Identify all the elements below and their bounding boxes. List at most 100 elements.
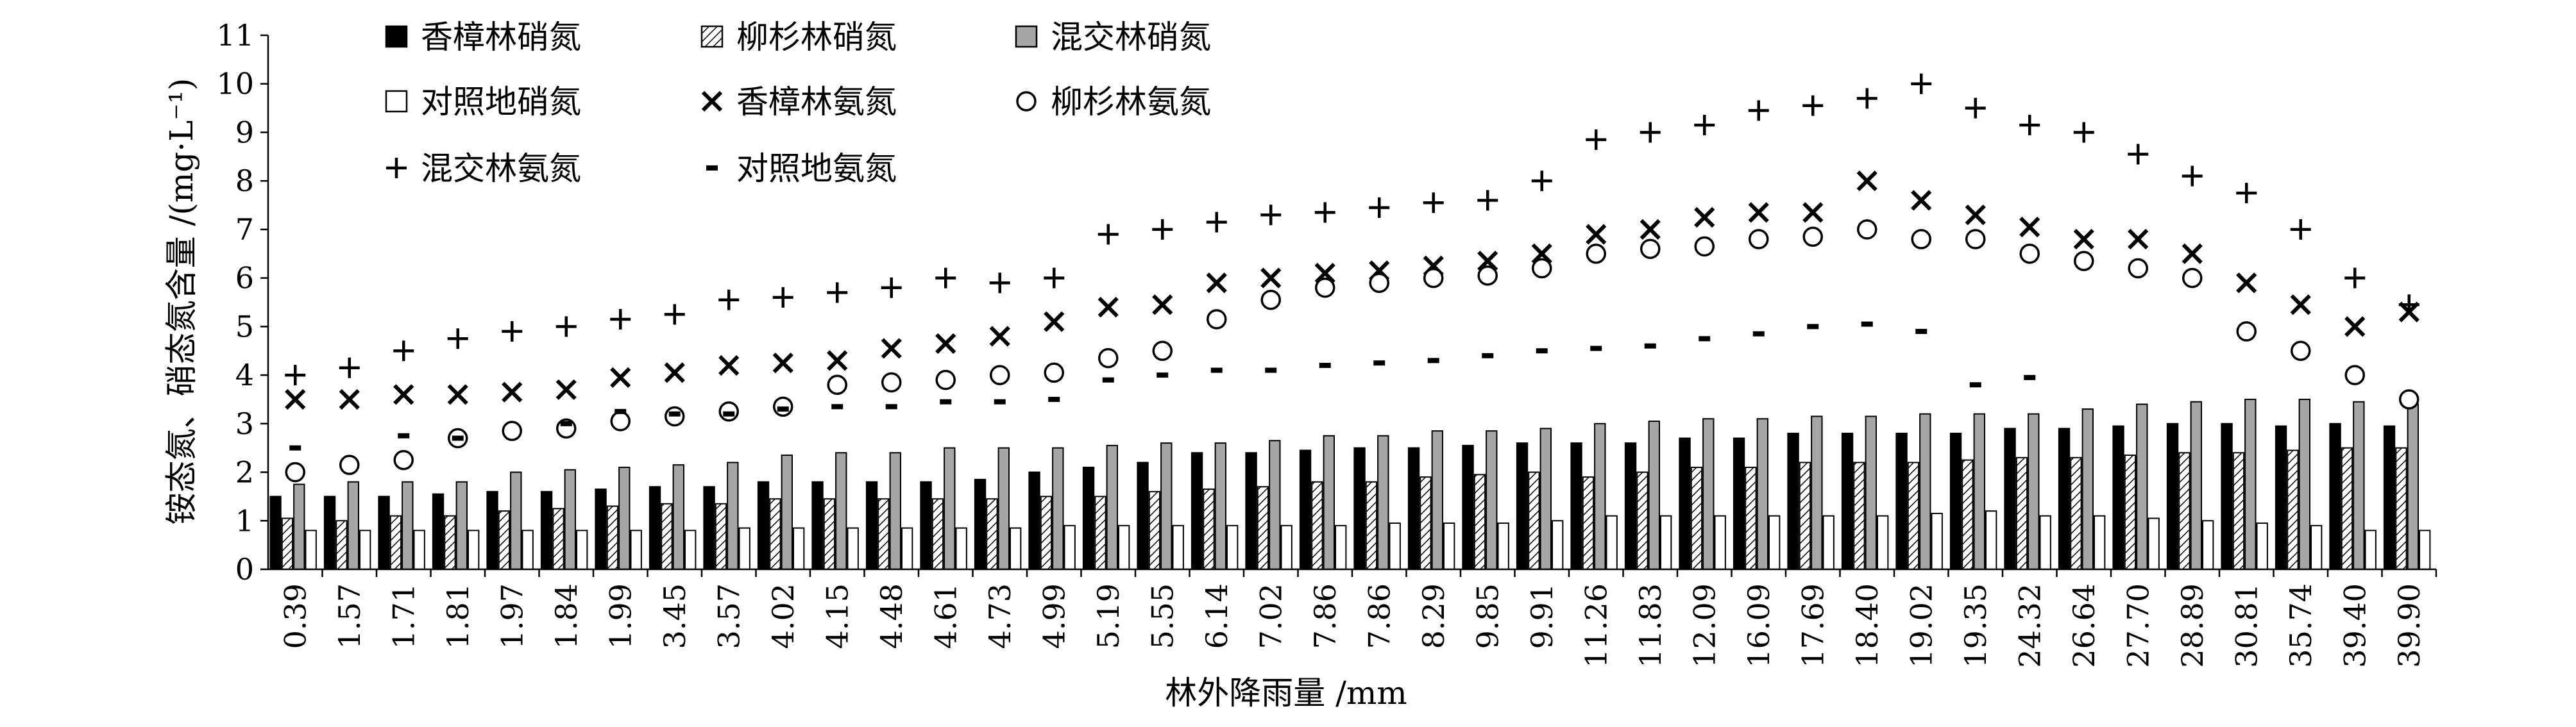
data-point [1802, 226, 1823, 247]
legend-item: 柳杉林氨氮 [1016, 83, 1211, 121]
data-point [1207, 309, 1227, 330]
bar [847, 527, 859, 571]
bar [618, 466, 631, 570]
data-point [1044, 311, 1065, 332]
bar [2275, 425, 2287, 571]
bar [1690, 466, 1703, 570]
bar [1269, 440, 1281, 571]
y-tick-label: 4 [235, 358, 254, 392]
x-tick-label: 7.86 [1308, 583, 1343, 649]
data-point [718, 355, 740, 376]
data-point [706, 165, 718, 171]
bar [2407, 403, 2419, 570]
data-point [1265, 367, 1277, 373]
bar [1203, 489, 1215, 570]
data-point [339, 455, 360, 475]
x-tick-label: 19.35 [1958, 583, 1993, 668]
x-tick-label: 9.85 [1470, 583, 1505, 649]
data-point [827, 282, 848, 303]
bar [347, 481, 359, 571]
bar [865, 481, 878, 571]
x-tick-label: 24.32 [2012, 583, 2047, 668]
x-tick-label: 4.61 [928, 583, 963, 649]
bar [1714, 515, 1726, 571]
bar [2148, 517, 2160, 571]
bar [498, 510, 511, 570]
x-tick-label: 4.15 [820, 583, 854, 649]
bar [684, 530, 697, 570]
x-tick-label: 4.48 [874, 583, 909, 649]
x-tick-label: 39.40 [2337, 583, 2372, 668]
data-point [1590, 346, 1602, 351]
bar [1040, 496, 1053, 571]
data-point [285, 462, 305, 483]
data-point [1911, 229, 1931, 249]
x-tick-label: 28.89 [2175, 583, 2210, 668]
x-tick-label: 0.39 [278, 583, 312, 649]
x-tick-label: 18.40 [1850, 583, 1885, 668]
bar [1063, 524, 1076, 571]
bar [2287, 449, 2299, 571]
bar [293, 483, 305, 571]
bar [1768, 515, 1781, 571]
legend-item: 混交林氨氮 [386, 150, 581, 187]
bar [595, 489, 607, 570]
x-tick-label: 11.83 [1633, 583, 1668, 668]
bar [1160, 442, 1173, 570]
data-point [1097, 296, 1119, 318]
bar-marks [269, 398, 2431, 571]
x-tick-label: 26.64 [2067, 583, 2101, 668]
bar [2039, 515, 2051, 571]
bar [552, 508, 564, 570]
bar [2244, 398, 2257, 570]
data-point [1911, 73, 1932, 94]
legend-swatch [385, 90, 408, 113]
bar [2004, 428, 2016, 571]
data-point [1749, 229, 1769, 249]
bar [661, 503, 673, 571]
data-point [2398, 294, 2419, 315]
bar [1028, 471, 1040, 571]
bar [648, 486, 661, 570]
y-tick-label: 10 [216, 67, 254, 101]
bar [769, 498, 781, 570]
x-tick-label: 6.14 [1199, 583, 1234, 649]
data-point [1965, 229, 1986, 249]
bar [738, 527, 750, 571]
data-point [1694, 236, 1715, 257]
legend-item: 对照地硝氮 [385, 83, 581, 121]
data-point [1206, 212, 1227, 233]
bar [823, 498, 836, 570]
data-point [827, 350, 848, 371]
bar [1679, 437, 1691, 571]
data-point [827, 374, 847, 395]
data-point [502, 381, 523, 403]
x-tick-label: 9.91 [1525, 583, 1559, 649]
bar [811, 481, 824, 571]
bar [1985, 510, 1997, 570]
y-tick-label: 1 [235, 503, 254, 538]
bar [1907, 462, 1920, 571]
legend-label: 柳杉林氨氮 [1051, 83, 1211, 121]
bar [2418, 530, 2431, 570]
data-point [1477, 190, 1498, 211]
bar [2341, 447, 2353, 570]
bar [402, 481, 414, 571]
data-point [1314, 202, 1335, 223]
bar [432, 493, 445, 571]
data-point [1644, 343, 1656, 349]
bar [2178, 452, 2190, 570]
bar [575, 530, 588, 570]
bar [1009, 527, 1022, 571]
bar [1919, 413, 1931, 570]
x-tick-label: 11.26 [1579, 583, 1613, 668]
bar [1377, 435, 1389, 570]
legend-item: 柳杉林硝氮 [700, 19, 897, 56]
data-point [1856, 88, 1877, 109]
data-point [885, 404, 897, 410]
bar [1865, 415, 1877, 571]
data-point [1315, 278, 1335, 298]
data-point [989, 272, 1010, 294]
data-point [994, 399, 1006, 405]
x-tick-label: 27.70 [2121, 583, 2155, 668]
